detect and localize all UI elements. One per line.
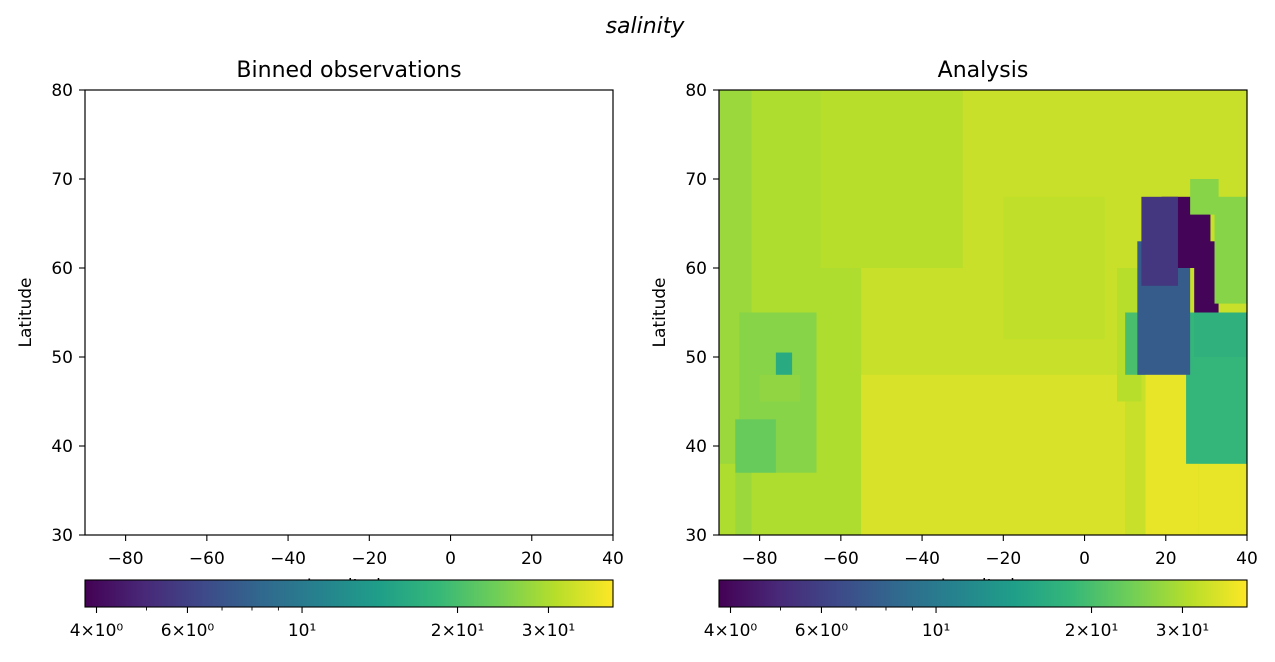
panel-1: Binned observations −80 −60 −40 −20 0 20 40 30 40… bbox=[16, 58, 624, 641]
y-tick-label: 70 bbox=[51, 170, 73, 190]
x-tick-label: 0 bbox=[1079, 549, 1090, 569]
panel-title: Analysis bbox=[938, 58, 1029, 83]
y-tick-label: 50 bbox=[51, 348, 73, 368]
heatmap-region bbox=[1214, 196, 1247, 304]
figure-suptitle: salinity bbox=[606, 14, 686, 39]
x-tick-label: −40 bbox=[270, 549, 306, 569]
heatmap-area bbox=[719, 90, 1247, 535]
heatmap-region bbox=[735, 419, 776, 473]
y-tick-label: 40 bbox=[51, 437, 73, 457]
x-tick-label: 40 bbox=[602, 549, 624, 569]
heatmap-region bbox=[1198, 463, 1247, 535]
x-tick-label: −80 bbox=[108, 549, 144, 569]
panel-title: Binned observations bbox=[236, 58, 461, 83]
x-tick-label: 20 bbox=[521, 549, 543, 569]
panels: Binned observations −80 −60 −40 −20 0 20 40 30 40… bbox=[16, 58, 1258, 641]
heatmap-region bbox=[719, 463, 736, 535]
x-tick-label: −60 bbox=[823, 549, 859, 569]
colorbar-tick-label: 3×10¹ bbox=[522, 621, 576, 641]
colorbar-tick-label: 3×10¹ bbox=[1156, 621, 1210, 641]
y-tick-label: 80 bbox=[51, 81, 73, 101]
x-tick-label: 40 bbox=[1236, 549, 1258, 569]
colorbar-tick-label: 10¹ bbox=[288, 621, 316, 641]
colorbar bbox=[84, 579, 614, 608]
colorbar bbox=[718, 579, 1248, 608]
y-tick-label: 40 bbox=[685, 437, 707, 457]
y-tick-label: 30 bbox=[51, 526, 73, 546]
heatmap-region bbox=[1141, 196, 1178, 286]
colorbar-tick-label: 2×10¹ bbox=[1065, 621, 1119, 641]
heatmap-region bbox=[759, 374, 801, 402]
x-tick-label: −20 bbox=[985, 549, 1021, 569]
colorbar-tick-label: 2×10¹ bbox=[431, 621, 485, 641]
y-tick-label: 60 bbox=[51, 259, 73, 279]
y-tick-label: 50 bbox=[685, 348, 707, 368]
y-tick-label: 80 bbox=[685, 81, 707, 101]
axes-frame bbox=[718, 89, 1248, 536]
y-tick-label: 60 bbox=[685, 259, 707, 279]
x-tick-label: 20 bbox=[1155, 549, 1177, 569]
x-tick-label: −60 bbox=[189, 549, 225, 569]
heatmap-region bbox=[820, 90, 963, 268]
x-tick-label: −20 bbox=[351, 549, 387, 569]
colorbar-tick-label: 6×10⁰ bbox=[161, 621, 215, 641]
y-tick-label: 30 bbox=[685, 526, 707, 546]
y-tick-label: 70 bbox=[685, 170, 707, 190]
colorbar-tick-label: 4×10⁰ bbox=[704, 621, 758, 641]
colorbar-tick-label: 4×10⁰ bbox=[70, 621, 124, 641]
y-axis-label: Latitude bbox=[650, 278, 670, 348]
x-tick-label: −80 bbox=[742, 549, 778, 569]
heatmap-region bbox=[1194, 312, 1247, 357]
heatmap-region bbox=[1190, 179, 1219, 215]
colorbar-tick-label: 10¹ bbox=[922, 621, 950, 641]
x-tick-label: −40 bbox=[904, 549, 940, 569]
axes-frame bbox=[84, 89, 614, 536]
heatmap-region bbox=[1003, 196, 1105, 340]
x-tick-label: 0 bbox=[445, 549, 456, 569]
panel-2: Analysis −80 −60 −40 −20 0 20 40 30 40 50 60 70 80 Lat… bbox=[650, 58, 1258, 641]
heatmap-region bbox=[861, 374, 1126, 535]
colorbar-tick-label: 6×10⁰ bbox=[795, 621, 849, 641]
y-axis-label: Latitude bbox=[16, 278, 36, 348]
